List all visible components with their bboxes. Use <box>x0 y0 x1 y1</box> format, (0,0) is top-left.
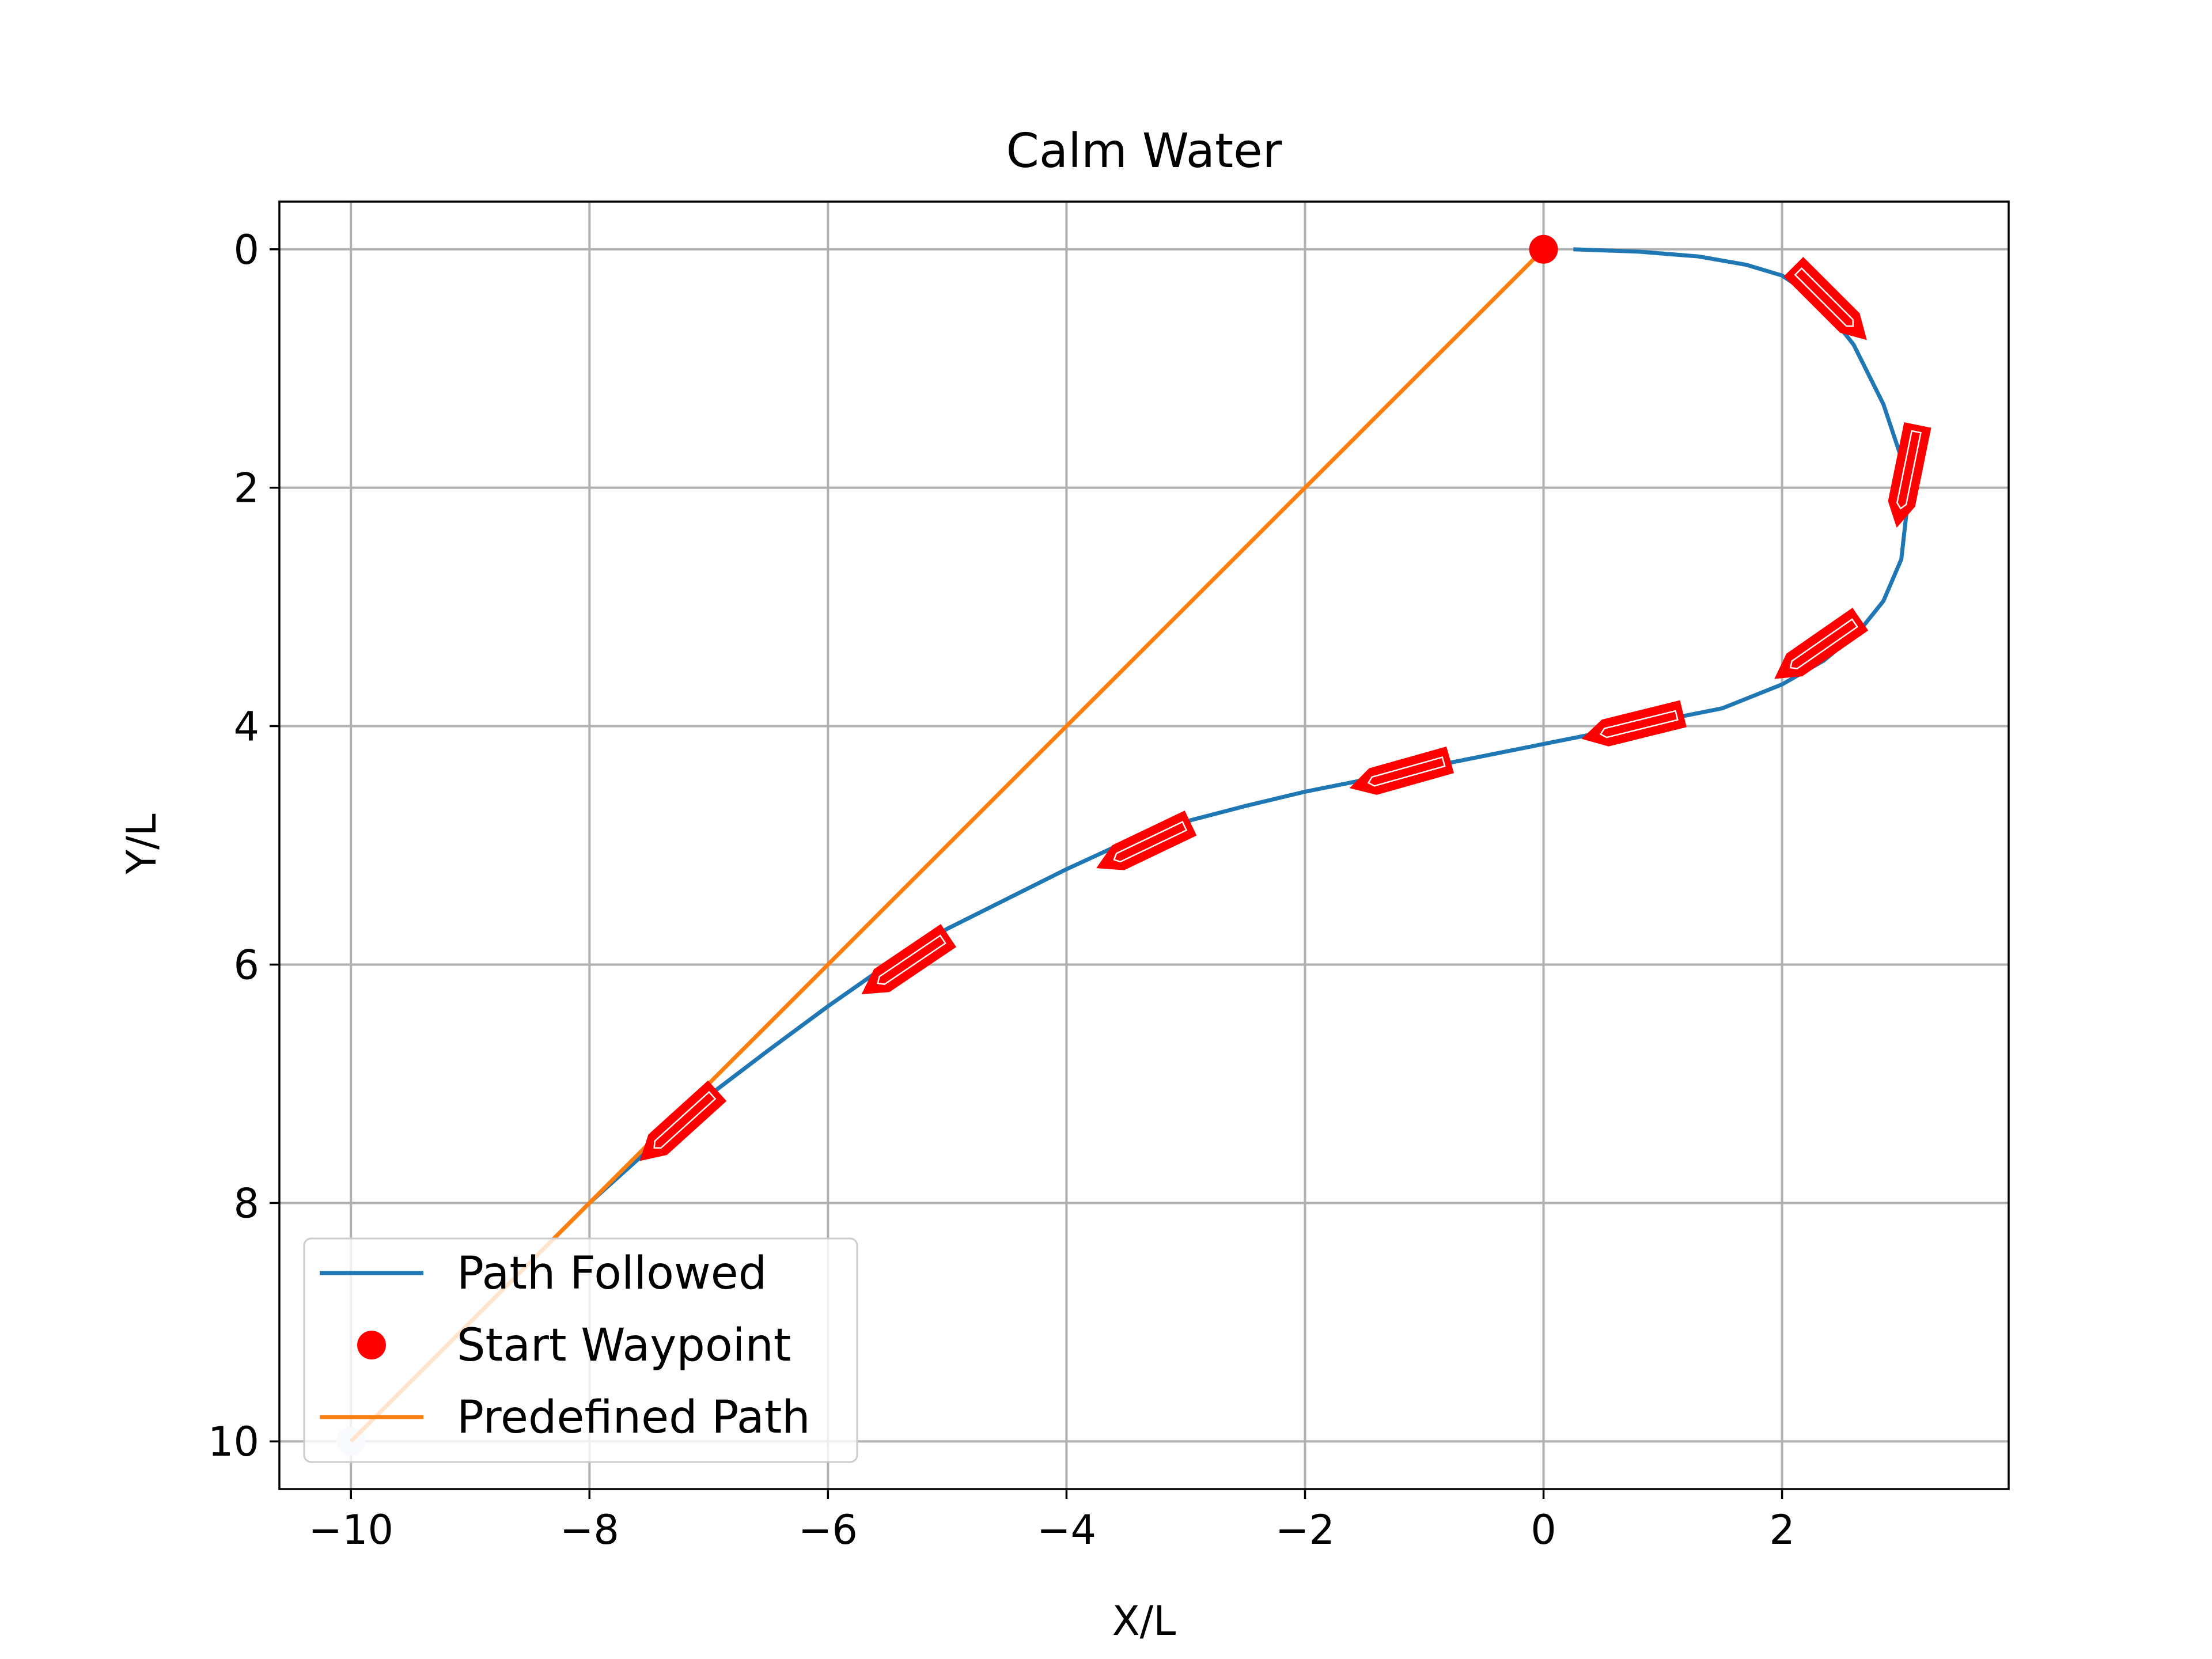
x-tick-label: −10 <box>308 1506 393 1554</box>
legend-box <box>303 1237 858 1463</box>
legend: Path Followed Start Waypoint Predefined … <box>303 1237 858 1463</box>
vessel-marker-outline <box>877 934 946 985</box>
vessel-marker <box>1096 810 1197 870</box>
start-waypoint-marker <box>1529 234 1558 264</box>
y-tick-label: 6 <box>233 941 259 988</box>
vessel-marker <box>1888 422 1931 528</box>
x-tick-label: 2 <box>1769 1506 1795 1554</box>
vessel-marker-outline <box>653 1090 717 1149</box>
vessel-marker-outline <box>1794 267 1854 327</box>
ticks: −10 −8 −6 −4 −2 0 2 0 2 4 6 8 10 <box>208 226 1795 1554</box>
vessel-marker <box>1774 608 1869 679</box>
vessel-marker <box>639 1080 727 1161</box>
vessel-marker-outline <box>1599 710 1679 738</box>
vessel-marker-outline <box>1789 618 1858 669</box>
y-axis-label: Y/L <box>118 813 165 874</box>
vessel-marker <box>1349 746 1455 795</box>
y-tick-label: 0 <box>233 226 259 274</box>
vessel-marker-outline <box>1367 756 1446 787</box>
vessel-marker <box>1783 256 1867 340</box>
x-tick-label: 0 <box>1531 1506 1556 1554</box>
legend-swatch-start-waypoint <box>357 1331 386 1359</box>
grid <box>279 202 2009 1489</box>
x-axis-label: X/L <box>1112 1597 1176 1645</box>
x-tick-label: −2 <box>1275 1506 1335 1554</box>
legend-label-path-followed: Path Followed <box>457 1248 767 1300</box>
y-tick-label: 8 <box>233 1180 259 1227</box>
plot-area-frame <box>278 200 2010 1490</box>
y-tick-label: 10 <box>208 1418 259 1465</box>
legend-label-predefined-path: Predefined Path <box>457 1392 810 1444</box>
x-tick-label: −8 <box>560 1506 619 1554</box>
x-tick-label: −6 <box>798 1506 858 1554</box>
vessel-markers <box>639 256 1931 1161</box>
vessel-marker <box>1581 700 1687 747</box>
y-tick-label: 2 <box>233 465 259 512</box>
chart-title: Calm Water <box>1006 124 1282 179</box>
legend-label-start-waypoint: Start Waypoint <box>457 1320 791 1372</box>
y-tick-label: 4 <box>233 703 259 751</box>
x-tick-label: −4 <box>1037 1506 1096 1554</box>
vessel-marker <box>861 924 957 994</box>
vessel-marker-outline <box>1896 430 1922 510</box>
vessel-marker-outline <box>1113 821 1188 863</box>
